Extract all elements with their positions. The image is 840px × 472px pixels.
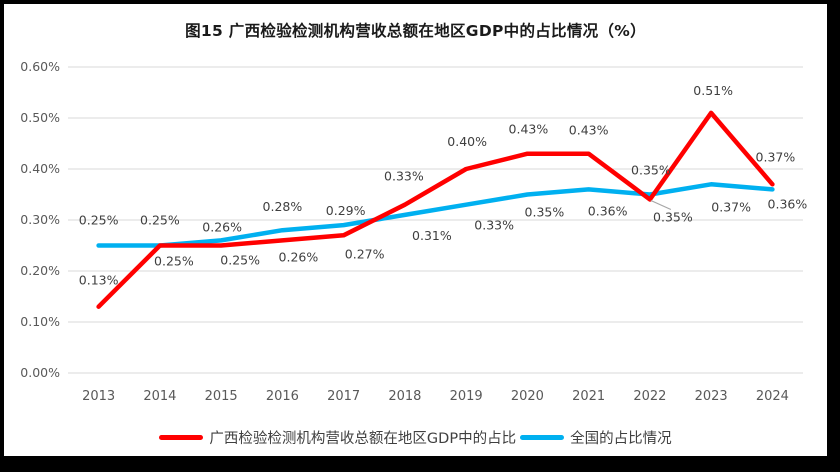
- y-tick-label: 0.00%: [20, 365, 60, 380]
- legend-swatch-guangxi: [159, 435, 204, 440]
- data-label-guangxi: 0.43%: [509, 122, 549, 137]
- data-label-guangxi: 0.35%: [653, 210, 693, 225]
- data-label-national: 0.36%: [588, 203, 628, 218]
- x-tick-label: 2024: [756, 389, 789, 404]
- legend-item-guangxi: 广西检验检测机构营收总额在地区GDP中的占比: [159, 427, 516, 448]
- y-tick-label: 0.20%: [20, 263, 60, 278]
- data-label-national: 0.25%: [140, 213, 180, 228]
- data-label-national: 0.33%: [474, 218, 514, 233]
- data-label-national: 0.29%: [326, 203, 366, 218]
- data-label-guangxi: 0.43%: [569, 123, 609, 138]
- x-tick-label: 2022: [633, 389, 666, 404]
- data-label-guangxi: 0.37%: [756, 149, 796, 164]
- data-label-guangxi: 0.25%: [154, 254, 194, 269]
- data-label-national: 0.25%: [79, 213, 119, 228]
- leader-line: [650, 199, 672, 211]
- data-label-guangxi: 0.27%: [345, 246, 385, 261]
- data-label-national: 0.35%: [631, 163, 671, 178]
- data-label-national: 0.31%: [412, 228, 452, 243]
- x-tick-label: 2019: [450, 389, 483, 404]
- x-tick-label: 2023: [695, 389, 728, 404]
- x-tick-label: 2018: [388, 389, 421, 404]
- data-label-national: 0.35%: [525, 205, 565, 220]
- series-line-guangxi: [96, 110, 775, 309]
- data-label-guangxi: 0.25%: [220, 253, 260, 268]
- chart-title: 图15 广西检验检测机构营收总额在地区GDP中的占比情况（%）: [185, 22, 646, 40]
- x-tick-label: 2015: [205, 389, 238, 404]
- data-label-national: 0.37%: [711, 199, 751, 214]
- data-label-national: 0.36%: [768, 196, 808, 211]
- y-tick-label: 0.50%: [20, 110, 60, 125]
- data-label-guangxi: 0.40%: [447, 134, 487, 149]
- x-tick-label: 2020: [511, 389, 544, 404]
- y-tick-label: 0.30%: [20, 212, 60, 227]
- legend-label-national: 全国的占比情况: [570, 431, 672, 447]
- x-tick-label: 2016: [266, 389, 299, 404]
- data-label-guangxi: 0.13%: [79, 273, 119, 288]
- chart-legend: 广西检验检测机构营收总额在地区GDP中的占比 全国的占比情况: [4, 427, 827, 448]
- x-tick-label: 2013: [82, 389, 115, 404]
- x-tick-label: 2017: [327, 389, 360, 404]
- legend-item-national: 全国的占比情况: [520, 427, 672, 448]
- data-label-national: 0.26%: [202, 219, 242, 234]
- data-label-national: 0.28%: [263, 199, 303, 214]
- legend-swatch-national: [520, 435, 565, 440]
- x-tick-label: 2021: [572, 389, 605, 404]
- legend-label-guangxi: 广西检验检测机构营收总额在地区GDP中的占比: [209, 431, 517, 447]
- x-tick-label: 2014: [143, 389, 176, 404]
- line-chart: 0.60% 0.50% 0.40% 0.30% 0.20% 0.10% 0.00% 2013 2…: [20, 59, 808, 404]
- data-label-guangxi: 0.51%: [693, 83, 733, 98]
- data-label-guangxi: 0.26%: [279, 249, 319, 264]
- y-tick-label: 0.60%: [20, 59, 60, 74]
- series-line-national: [96, 182, 775, 248]
- data-label-guangxi: 0.33%: [384, 169, 424, 184]
- y-tick-label: 0.10%: [20, 314, 60, 329]
- y-tick-label: 0.40%: [20, 161, 60, 176]
